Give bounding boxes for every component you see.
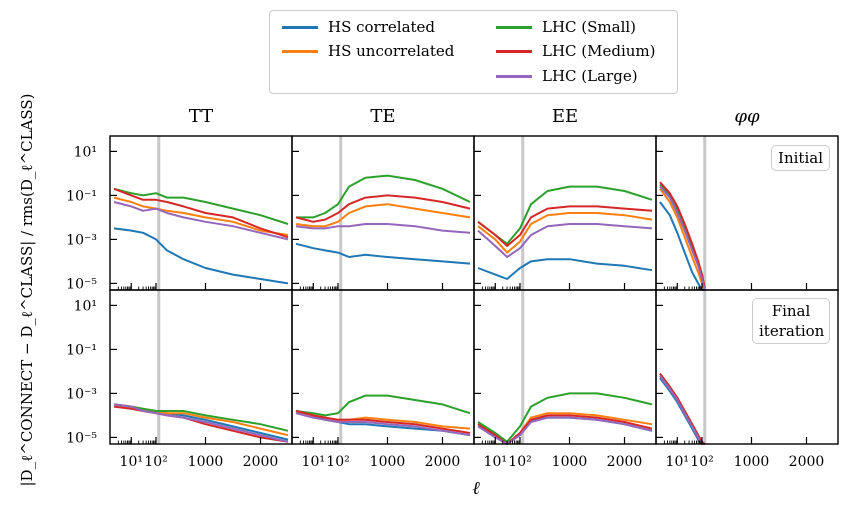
column-title-phiphi: φφ xyxy=(734,106,760,127)
y-tick-label: 10⁻⁵ xyxy=(66,430,97,446)
x-axis-label: ℓ xyxy=(472,478,480,499)
legend-item-lhc-medium: LHC (Medium) xyxy=(496,41,656,61)
y-tick-label: 10⁻⁵ xyxy=(66,276,97,292)
series-line xyxy=(295,223,471,234)
x-tick-label: 2000 xyxy=(425,454,461,470)
x-tick-label: 2000 xyxy=(789,454,825,470)
y-axis-label: |D_ℓ^CONNECT − D_ℓ^CLASS| / rms(D_ℓ^CLAS… xyxy=(18,93,36,486)
series-line xyxy=(477,258,653,280)
series-line xyxy=(113,403,289,443)
series-line xyxy=(113,187,289,239)
series-line xyxy=(477,223,653,258)
y-tick-label: 10⁻¹ xyxy=(66,188,97,204)
legend-label: LHC (Medium) xyxy=(542,42,656,60)
column-title-ee: EE xyxy=(551,106,579,127)
x-tick-label: 10² xyxy=(690,454,713,470)
x-tick-label: 10² xyxy=(144,454,167,470)
series-line xyxy=(659,181,706,289)
series-line xyxy=(113,201,289,241)
legend-item-hs-correlated: HS correlated xyxy=(282,17,435,37)
legend: HS correlated HS uncorrelated LHC (Small… xyxy=(269,10,678,94)
column-title-tt: TT xyxy=(188,106,214,127)
series-line xyxy=(295,194,471,223)
series-line xyxy=(659,185,706,291)
y-tick-label: 10¹ xyxy=(74,298,97,314)
x-tick-label: 2000 xyxy=(243,454,279,470)
series-line xyxy=(477,392,653,443)
series-line xyxy=(295,412,471,437)
y-tick-label: 10⁻¹ xyxy=(66,342,97,358)
series-line xyxy=(295,410,471,437)
legend-item-lhc-small: LHC (Small) xyxy=(496,17,636,37)
y-tick-label: 10⁻³ xyxy=(66,386,97,402)
series-line xyxy=(113,403,289,432)
legend-label: HS correlated xyxy=(328,18,436,36)
series-line xyxy=(659,188,706,291)
x-tick-label: 1000 xyxy=(734,454,770,470)
y-tick-label: 10¹ xyxy=(74,144,97,160)
series-line xyxy=(113,187,289,225)
x-tick-label: 1000 xyxy=(188,454,224,470)
series-line xyxy=(295,410,471,434)
series-line xyxy=(659,375,705,445)
legend-swatch xyxy=(496,74,532,78)
series-line xyxy=(477,416,653,445)
legend-swatch xyxy=(496,49,532,53)
x-tick-label: 2000 xyxy=(607,454,643,470)
x-tick-label: 1000 xyxy=(552,454,588,470)
legend-item-hs-uncorrelated: HS uncorrelated xyxy=(282,41,454,61)
series-line xyxy=(113,227,289,285)
series-line xyxy=(113,196,289,236)
series-line xyxy=(477,205,653,247)
panel-frame xyxy=(655,289,839,445)
legend-label: LHC (Large) xyxy=(542,67,638,85)
series-line xyxy=(659,373,706,445)
series-line xyxy=(295,394,471,417)
legend-swatch xyxy=(496,25,532,29)
row-label-final-iteration: Final iteration xyxy=(752,298,830,344)
series-line xyxy=(295,203,471,228)
legend-swatch xyxy=(282,49,318,53)
x-tick-label: 1000 xyxy=(370,454,406,470)
x-tick-label: 10¹ xyxy=(302,454,325,470)
series-line xyxy=(296,174,471,219)
legend-swatch xyxy=(282,25,318,29)
x-tick-label: 10¹ xyxy=(666,454,689,470)
x-tick-label: 10² xyxy=(508,454,531,470)
x-tick-label: 10¹ xyxy=(484,454,507,470)
x-tick-label: 10¹ xyxy=(120,454,143,470)
series-line xyxy=(295,242,471,265)
column-title-te: TE xyxy=(370,106,396,127)
series-line xyxy=(659,201,705,291)
row-label-initial: Initial xyxy=(771,145,830,171)
legend-label: HS uncorrelated xyxy=(328,42,455,60)
y-tick-label: 10⁻³ xyxy=(66,232,97,248)
legend-label: LHC (Small) xyxy=(542,18,637,36)
legend-item-lhc-large: LHC (Large) xyxy=(496,66,638,86)
series-line xyxy=(477,212,653,254)
x-tick-label: 10² xyxy=(326,454,349,470)
